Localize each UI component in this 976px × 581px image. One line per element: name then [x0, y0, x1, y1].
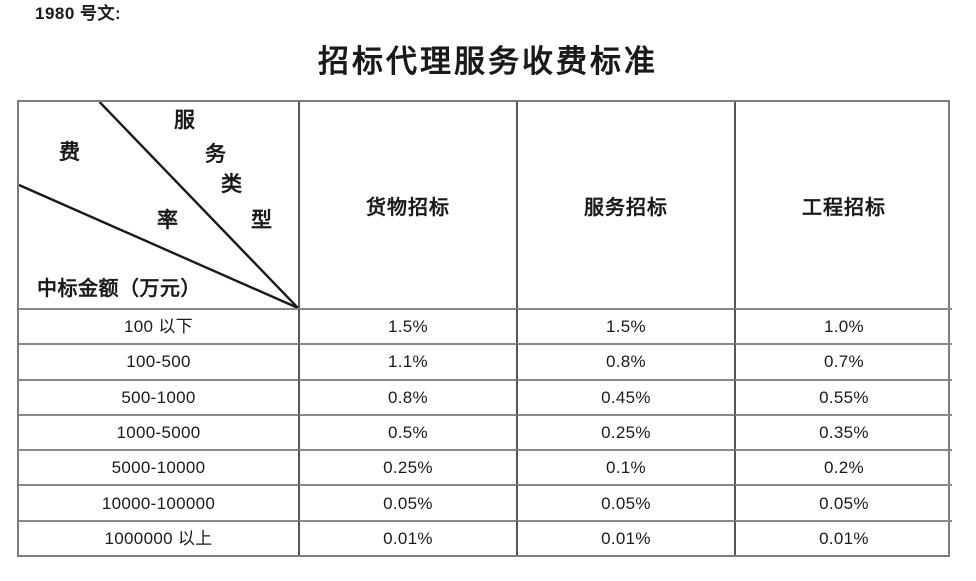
column-header-goods-bidding: 货物招标 — [298, 102, 516, 308]
row-label-amount-range: 100 以下 — [19, 308, 298, 343]
fee-rate-cell: 0.05% — [734, 484, 952, 520]
fee-rate-cell: 0.45% — [516, 378, 734, 414]
diagonal-line-lower — [19, 183, 298, 308]
fee-rate-cell: 1.1% — [298, 343, 516, 379]
fee-rate-cell: 0.55% — [734, 378, 952, 414]
column-header-engineering-bidding: 工程招标 — [734, 102, 952, 308]
corner-label-service-type-char: 服 — [174, 108, 195, 132]
corner-label-bid-amount: 中标金额（万元） — [37, 278, 201, 300]
corner-label-fee-rate-char: 费 — [59, 140, 80, 164]
document-ref-label: 1980 号文: — [35, 4, 122, 23]
fee-rate-cell: 0.8% — [298, 378, 516, 414]
fee-rate-cell: 0.05% — [298, 484, 516, 520]
column-header-service-bidding: 服务招标 — [516, 102, 734, 308]
diagonal-line-upper — [98, 102, 298, 308]
row-label-amount-range: 500-1000 — [19, 378, 298, 414]
fee-rate-cell: 0.01% — [298, 519, 516, 555]
corner-label-service-type-char: 型 — [251, 208, 272, 232]
corner-label-fee-rate-char: 率 — [157, 208, 178, 232]
corner-label-service-type-char: 类 — [221, 172, 242, 196]
fee-rate-cell: 0.5% — [298, 413, 516, 450]
row-label-amount-range: 1000000 以上 — [19, 519, 298, 555]
corner-label-service-type-char: 务 — [205, 142, 226, 166]
fee-rate-cell: 0.8% — [516, 343, 734, 379]
fee-rate-cell: 0.25% — [516, 413, 734, 450]
fee-rate-cell: 0.25% — [298, 449, 516, 485]
fee-rate-cell: 1.5% — [516, 308, 734, 344]
diagonal-split-lines — [19, 102, 298, 308]
fee-rate-cell: 0.2% — [734, 449, 952, 485]
row-label-amount-range: 1000-5000 — [19, 413, 298, 449]
fee-rate-cell: 1.0% — [734, 308, 952, 344]
fee-rate-cell: 0.7% — [734, 343, 952, 379]
row-label-amount-range: 10000-100000 — [19, 484, 298, 519]
fee-rate-cell: 0.1% — [516, 449, 734, 485]
table-corner-header-cell: 服 务 类 型 费 率 中标金额（万元） — [19, 102, 298, 308]
fee-rate-cell: 0.05% — [516, 484, 734, 520]
fee-rate-cell: 0.35% — [734, 413, 952, 450]
fee-rate-cell: 0.01% — [734, 519, 952, 555]
fee-rate-cell: 1.5% — [298, 308, 516, 344]
page-title: 招标代理服务收费标准 — [318, 44, 658, 79]
row-label-amount-range: 100-500 — [19, 343, 298, 378]
fee-standard-table: 服 务 类 型 费 率 中标金额（万元） 货物招标 服务招标 工程招标 100 … — [17, 100, 952, 557]
row-label-amount-range: 5000-10000 — [19, 449, 298, 484]
fee-rate-cell: 0.01% — [516, 519, 734, 555]
